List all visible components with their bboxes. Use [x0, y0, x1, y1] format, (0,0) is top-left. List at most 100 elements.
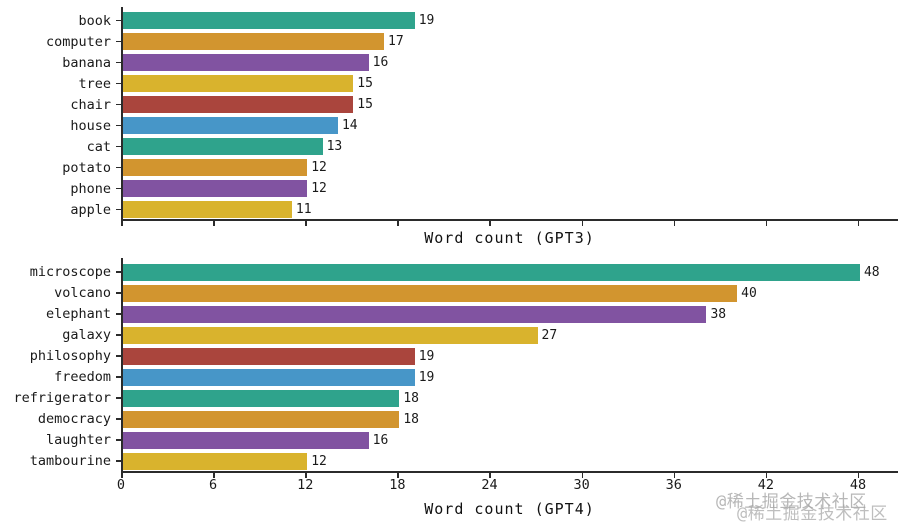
category-label: volcano — [54, 285, 111, 301]
gpt3-xaxis-title: Word count (GPT3) — [424, 229, 595, 247]
bar-value-label: 12 — [311, 160, 327, 175]
y-axis-tick — [116, 145, 121, 147]
y-axis-tick — [116, 334, 121, 336]
bar — [123, 12, 415, 29]
x-axis-tick-label: 6 — [209, 477, 218, 493]
category-label: cat — [86, 138, 111, 155]
bar-value-label: 18 — [403, 390, 420, 406]
y-axis-tick — [116, 40, 121, 42]
category-label: tambourine — [29, 453, 111, 469]
bar — [123, 305, 707, 323]
category-label: potato — [62, 159, 111, 176]
y-axis-tick — [116, 187, 121, 189]
category-label: computer — [45, 33, 111, 50]
y-axis-tick — [116, 103, 121, 105]
x-axis-tick — [857, 473, 860, 478]
y-axis-tick — [116, 292, 121, 294]
y-axis-tick — [116, 166, 121, 168]
y-axis-tick — [116, 397, 121, 399]
bar — [123, 326, 538, 344]
bar-value-label: 15 — [357, 76, 373, 91]
bar-value-label: 11 — [295, 202, 312, 217]
x-axis-tick-label: 18 — [389, 477, 406, 493]
category-label: book — [78, 12, 111, 29]
bar — [123, 159, 308, 176]
gpt4-xaxis-title: Word count (GPT4) — [424, 500, 595, 518]
category-label: freedom — [54, 369, 111, 385]
bar — [123, 201, 292, 218]
category-label: banana — [62, 54, 111, 71]
y-axis-tick — [116, 82, 121, 84]
x-axis-spine — [121, 471, 898, 473]
bar — [123, 96, 354, 113]
category-label: democracy — [37, 411, 111, 427]
y-axis-tick — [116, 208, 121, 210]
y-axis-tick — [116, 376, 121, 378]
y-axis-spine — [121, 7, 123, 221]
x-axis-tick — [305, 473, 307, 478]
bar-value-label: 38 — [710, 306, 727, 322]
bar-value-label: 17 — [388, 34, 404, 49]
x-axis-tick — [765, 473, 768, 478]
category-label: galaxy — [62, 327, 111, 343]
category-label: elephant — [45, 306, 111, 322]
x-axis-tick — [489, 473, 491, 478]
x-axis-tick-label: 12 — [297, 477, 314, 493]
x-axis-tick — [673, 221, 676, 226]
bar — [123, 75, 354, 92]
y-axis-tick — [116, 124, 121, 126]
bar-value-label: 16 — [372, 55, 389, 70]
x-axis-tick — [121, 221, 123, 226]
x-axis-tick-label: 24 — [481, 477, 498, 493]
bar-value-label: 12 — [311, 453, 327, 469]
bar — [123, 33, 385, 50]
bar-value-label: 15 — [357, 97, 373, 112]
bar-value-label: 40 — [741, 285, 757, 301]
bar-value-label: 14 — [341, 118, 358, 133]
x-axis-tick — [673, 473, 676, 478]
bar — [123, 431, 369, 449]
bar-value-label: 16 — [372, 432, 389, 448]
bar — [123, 368, 415, 386]
category-label: microscope — [29, 264, 111, 280]
bar-value-label: 13 — [326, 139, 343, 154]
bar-value-label: 19 — [418, 369, 435, 385]
x-axis-tick-label: 30 — [573, 477, 590, 493]
category-label: tree — [78, 75, 111, 92]
bar — [123, 284, 738, 302]
bar-value-label: 27 — [541, 327, 558, 343]
category-label: apple — [70, 201, 111, 218]
x-axis-tick — [121, 473, 123, 478]
y-axis-tick — [116, 19, 121, 21]
y-axis-spine — [121, 258, 123, 473]
y-axis-tick — [116, 460, 121, 462]
bar — [123, 138, 323, 155]
bar-value-label: 19 — [418, 13, 435, 28]
x-axis-tick-label: 36 — [665, 477, 682, 493]
x-axis-tick-label: 48 — [849, 477, 867, 493]
category-label: refrigerator — [13, 390, 111, 406]
x-axis-tick — [581, 221, 584, 226]
y-axis-tick — [116, 271, 121, 273]
y-axis-tick — [116, 355, 121, 357]
x-axis-tick-label: 42 — [757, 477, 774, 493]
category-label: philosophy — [29, 348, 111, 364]
y-axis-tick — [116, 61, 121, 63]
bar-value-label: 48 — [863, 264, 880, 280]
x-axis-tick — [213, 473, 215, 478]
bar-value-label: 19 — [418, 348, 435, 364]
category-label: chair — [70, 96, 111, 113]
bar-value-label: 12 — [311, 181, 327, 196]
y-axis-tick — [116, 439, 121, 441]
bar — [123, 389, 400, 407]
category-label: house — [70, 117, 111, 134]
y-axis-tick — [116, 418, 121, 420]
bar — [123, 180, 308, 197]
y-axis-tick — [116, 313, 121, 315]
x-axis-tick — [489, 221, 491, 226]
x-axis-tick — [581, 473, 584, 478]
bar — [123, 347, 415, 365]
bar — [123, 263, 860, 281]
